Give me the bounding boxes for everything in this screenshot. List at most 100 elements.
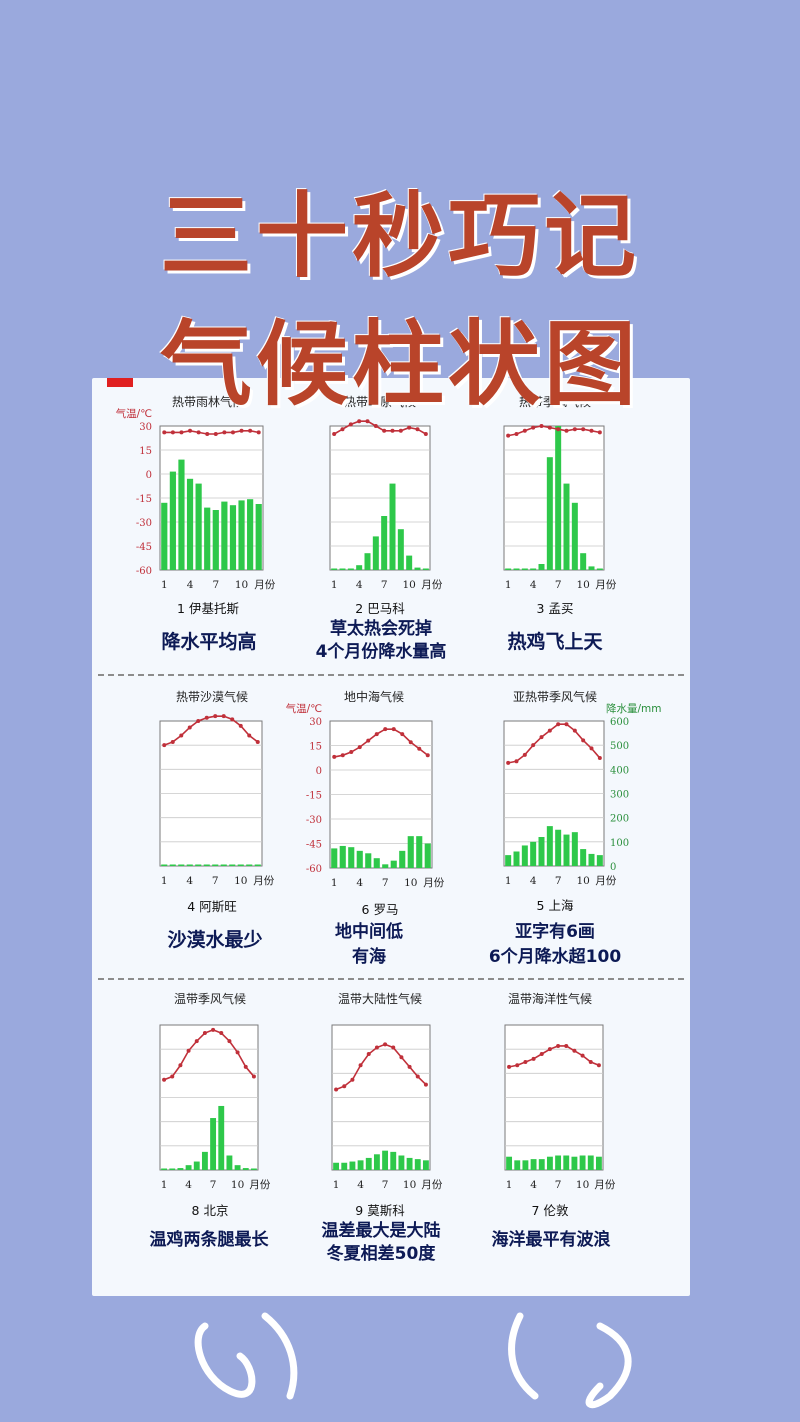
chart-caption: 4 阿斯旺 xyxy=(187,899,237,914)
temp-axis-label: 气温/℃ xyxy=(286,702,322,715)
precip-bar xyxy=(356,850,363,868)
chart-title: 热带雨林气候 xyxy=(171,395,244,409)
month-tick-label: 7 xyxy=(382,1179,389,1191)
temp-tick-label: 30 xyxy=(309,717,322,728)
precip-bar xyxy=(513,568,520,570)
precip-bar xyxy=(238,500,245,570)
precip-bar xyxy=(397,529,404,570)
chart-caption: 7 伦敦 xyxy=(531,1203,569,1218)
temperature-point xyxy=(247,733,252,738)
precip-bar xyxy=(580,849,587,866)
temperature-point xyxy=(334,1087,339,1092)
precip-bar xyxy=(247,499,254,570)
temperature-point xyxy=(365,419,370,424)
precip-bar xyxy=(339,845,346,868)
month-tick-label: 1 xyxy=(161,579,168,591)
precip-bar xyxy=(555,1155,562,1170)
temperature-point xyxy=(235,1050,240,1055)
month-tick-label: 10 xyxy=(402,579,415,591)
month-tick-label: 10 xyxy=(576,1179,589,1191)
precip-bar xyxy=(399,850,406,868)
precip-bar xyxy=(357,1160,364,1170)
temperature-point xyxy=(407,425,412,430)
temperature-point xyxy=(255,739,260,744)
precip-bar xyxy=(571,832,578,866)
temperature-point xyxy=(170,430,175,435)
month-tick-label: 10 xyxy=(235,579,248,591)
temperature-point xyxy=(531,1056,536,1061)
month-axis-label: 月份 xyxy=(249,1179,270,1191)
temp-tick-label: 0 xyxy=(316,766,322,777)
temperature-point xyxy=(556,722,561,727)
precip-bar xyxy=(186,478,194,570)
precip-bar xyxy=(254,864,261,866)
precip-bar xyxy=(229,864,236,866)
temperature-point xyxy=(523,1060,528,1065)
month-tick-label: 10 xyxy=(404,877,417,889)
month-axis-label: 月份 xyxy=(254,579,275,591)
temperature-point xyxy=(187,725,192,730)
chart-caption: 9 莫斯科 xyxy=(355,1203,405,1218)
temperature-point xyxy=(340,753,345,758)
precip-bar xyxy=(546,1156,553,1170)
precip-bar xyxy=(348,847,355,868)
temperature-point xyxy=(358,1063,363,1068)
temperature-point xyxy=(194,1039,199,1044)
chart-caption: 2 巴马科 xyxy=(355,601,405,616)
month-tick-label: 7 xyxy=(555,579,562,591)
temperature-point xyxy=(162,430,167,435)
precip-tick-label: 100 xyxy=(610,838,629,849)
temperature-point xyxy=(186,1048,191,1053)
month-axis-label: 月份 xyxy=(595,579,616,591)
temp-tick-label: -30 xyxy=(136,518,152,529)
temperature-point xyxy=(374,732,379,737)
temperature-point xyxy=(374,1045,379,1050)
temperature-point xyxy=(332,432,337,436)
temperature-point xyxy=(539,1052,544,1056)
temperature-point xyxy=(522,752,527,757)
precip-bar xyxy=(595,1156,602,1170)
precip-bar xyxy=(596,855,603,866)
precip-bar xyxy=(210,1118,217,1170)
month-tick-label: 1 xyxy=(505,875,512,887)
precip-bar xyxy=(195,483,202,570)
temp-tick-label: -45 xyxy=(306,840,322,851)
month-tick-label: 10 xyxy=(234,875,247,887)
precip-bar xyxy=(505,568,512,570)
temperature-point xyxy=(589,746,594,751)
temperature-point xyxy=(581,427,586,432)
precip-bar xyxy=(538,1159,545,1170)
chart-caption: 3 孟买 xyxy=(536,601,574,616)
chart-title: 亚热带季风气候 xyxy=(512,690,597,704)
precip-bar xyxy=(221,501,228,570)
temperature-point xyxy=(572,728,577,733)
precip-bar xyxy=(226,1155,233,1170)
temperature-point xyxy=(547,728,552,733)
precip-bar xyxy=(414,1159,421,1170)
mnemonic-text: 温鸡两条腿最长 xyxy=(149,1230,269,1250)
temperature-point xyxy=(572,1048,577,1053)
temp-tick-label: -45 xyxy=(136,542,152,553)
mnemonic-text: 沙漠水最少 xyxy=(167,929,263,951)
temperature-point xyxy=(204,715,209,720)
mnemonic-text: 降水平均高 xyxy=(161,631,257,653)
precip-bar xyxy=(538,564,545,570)
precip-bar xyxy=(234,1165,241,1170)
precip-bar xyxy=(246,864,253,866)
precip-bar xyxy=(341,1162,348,1170)
precip-bar xyxy=(349,1161,356,1170)
temp-tick-label: -60 xyxy=(136,566,152,577)
month-tick-label: 4 xyxy=(530,875,537,887)
month-axis-label: 月份 xyxy=(594,1179,615,1191)
temperature-point xyxy=(349,750,354,755)
precip-bar xyxy=(237,864,244,866)
precip-bar xyxy=(588,853,595,866)
precip-bar xyxy=(365,1157,372,1170)
precip-tick-label: 300 xyxy=(610,790,629,801)
temperature-point xyxy=(564,428,569,433)
chart-title: 温带季风气候 xyxy=(173,992,246,1006)
temperature-point xyxy=(506,433,511,438)
temperature-point xyxy=(202,1031,207,1036)
precip-bar xyxy=(255,504,262,570)
chart-caption: 6 罗马 xyxy=(361,902,399,917)
